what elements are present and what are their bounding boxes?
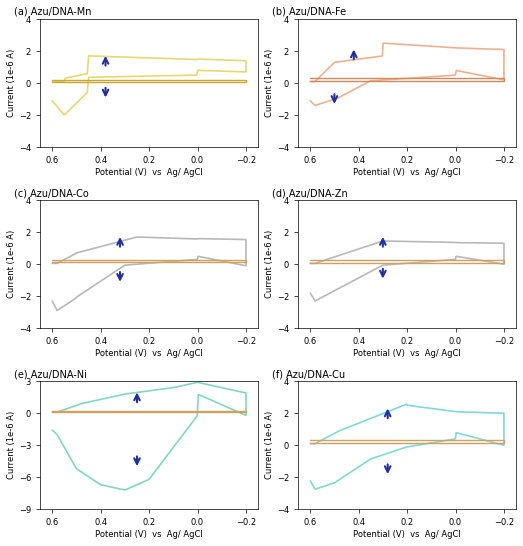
- X-axis label: Potential (V)  vs  Ag/ AgCl: Potential (V) vs Ag/ AgCl: [95, 530, 203, 539]
- Text: (e) Azu/DNA-Ni: (e) Azu/DNA-Ni: [14, 369, 87, 379]
- Y-axis label: Current (1e-6 A): Current (1e-6 A): [7, 49, 16, 117]
- X-axis label: Potential (V)  vs  Ag/ AgCl: Potential (V) vs Ag/ AgCl: [95, 168, 203, 177]
- Text: (c) Azu/DNA-Co: (c) Azu/DNA-Co: [14, 188, 89, 198]
- Y-axis label: Current (1e-6 A): Current (1e-6 A): [7, 230, 16, 298]
- X-axis label: Potential (V)  vs  Ag/ AgCl: Potential (V) vs Ag/ AgCl: [353, 530, 461, 539]
- X-axis label: Potential (V)  vs  Ag/ AgCl: Potential (V) vs Ag/ AgCl: [353, 349, 461, 358]
- Y-axis label: Current (1e-6 A): Current (1e-6 A): [265, 230, 274, 298]
- Y-axis label: Current (1e-6 A): Current (1e-6 A): [265, 49, 274, 117]
- Y-axis label: Current (1e-6 A): Current (1e-6 A): [265, 411, 274, 479]
- X-axis label: Potential (V)  vs  Ag/ AgCl: Potential (V) vs Ag/ AgCl: [95, 349, 203, 358]
- X-axis label: Potential (V)  vs  Ag/ AgCl: Potential (V) vs Ag/ AgCl: [353, 168, 461, 177]
- Text: (f) Azu/DNA-Cu: (f) Azu/DNA-Cu: [272, 369, 345, 379]
- Y-axis label: Current (1e-6 A): Current (1e-6 A): [7, 411, 16, 479]
- Text: (d) Azu/DNA-Zn: (d) Azu/DNA-Zn: [272, 188, 348, 198]
- Text: (b) Azu/DNA-Fe: (b) Azu/DNA-Fe: [272, 7, 346, 17]
- Text: (a) Azu/DNA-Mn: (a) Azu/DNA-Mn: [14, 7, 92, 17]
